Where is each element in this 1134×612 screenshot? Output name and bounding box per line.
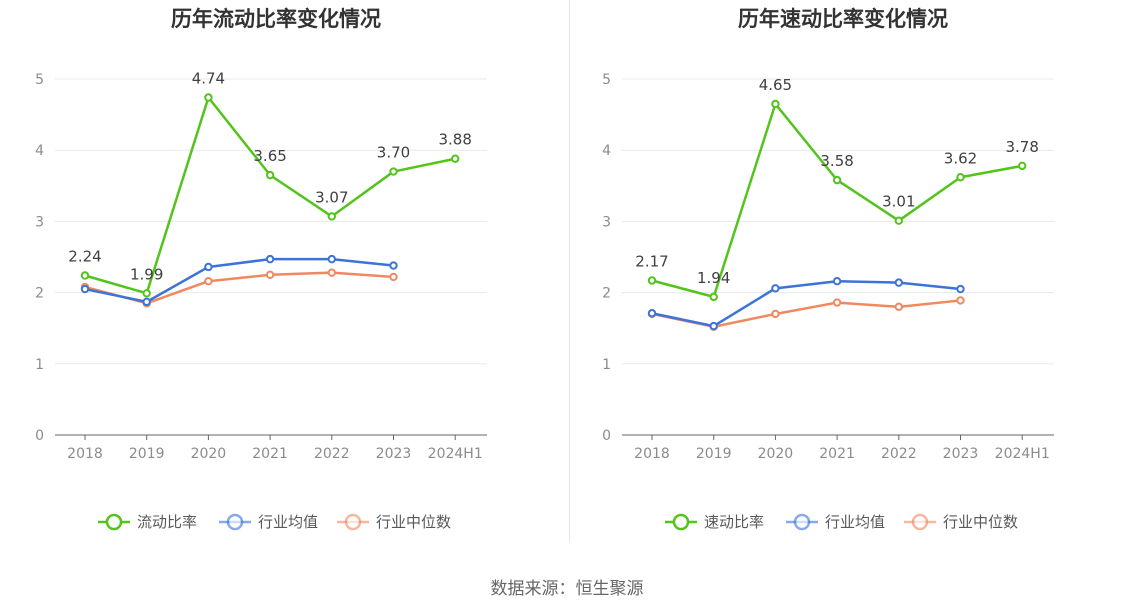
x-tick-label: 2020 bbox=[191, 446, 227, 462]
data-point bbox=[204, 277, 213, 286]
x-tick-label: 2019 bbox=[696, 446, 732, 462]
data-point bbox=[265, 170, 275, 180]
data-point bbox=[265, 270, 275, 279]
x-tick-label: 2023 bbox=[943, 446, 979, 462]
y-tick-label: 4 bbox=[35, 143, 44, 159]
y-tick-label: 0 bbox=[35, 428, 44, 444]
data-label: 3.07 bbox=[315, 188, 348, 206]
legend-marker bbox=[672, 513, 690, 531]
data-label: 1.94 bbox=[697, 269, 730, 287]
data-point bbox=[709, 321, 718, 331]
y-tick-label: 5 bbox=[602, 72, 611, 88]
legend-marker bbox=[105, 513, 123, 531]
data-point bbox=[832, 298, 842, 307]
series-line-1 bbox=[84, 257, 394, 304]
data-point bbox=[647, 309, 657, 318]
legend-marker bbox=[793, 513, 811, 531]
legend-label: 流动比率 bbox=[137, 513, 197, 531]
y-tick-label: 1 bbox=[35, 357, 44, 373]
data-point bbox=[956, 284, 965, 294]
data-point bbox=[832, 277, 842, 286]
data-point bbox=[389, 272, 398, 282]
data-point bbox=[80, 271, 90, 280]
x-tick-label: 2022 bbox=[881, 446, 917, 462]
quick-ratio-chart: 历年速动比率变化情况 0 1 2 3 4 5 2018 2019 2020 2021 2022 2023… bbox=[602, 7, 1054, 531]
x-tick-label: 2018 bbox=[67, 446, 103, 462]
x-tick-label: 2018 bbox=[634, 446, 670, 462]
data-label: 3.70 bbox=[377, 144, 410, 162]
data-point bbox=[327, 254, 336, 264]
x-tick-label: 2024H1 bbox=[428, 446, 483, 462]
data-point bbox=[956, 296, 965, 305]
data-label: 3.01 bbox=[882, 193, 915, 211]
x-tick-label: 2022 bbox=[314, 446, 350, 462]
data-label: 3.65 bbox=[253, 147, 286, 165]
data-point bbox=[771, 99, 780, 109]
data-point bbox=[142, 297, 151, 307]
legend-label: 行业中位数 bbox=[376, 513, 451, 531]
x-tick-label: 2019 bbox=[129, 446, 165, 462]
chart-title: 历年速动比率变化情况 bbox=[738, 7, 948, 31]
data-point bbox=[771, 284, 780, 293]
data-point bbox=[894, 216, 903, 225]
legend-marker bbox=[344, 513, 362, 531]
current-ratio-chart: 历年流动比率变化情况 0 1 2 3 4 5 2018 2019 2020 2021 2022 2023… bbox=[35, 7, 487, 531]
data-label: 2.17 bbox=[635, 252, 668, 270]
legend-label: 行业均值 bbox=[825, 513, 885, 531]
data-point bbox=[451, 154, 460, 163]
data-point bbox=[956, 173, 965, 182]
data-point bbox=[327, 212, 336, 221]
data-source-note: 数据来源：恒生聚源 bbox=[490, 579, 644, 599]
data-point bbox=[894, 302, 903, 312]
data-label: 3.88 bbox=[438, 131, 471, 149]
series-line-1 bbox=[651, 279, 961, 328]
data-label: 3.78 bbox=[1005, 138, 1038, 156]
data-label: 4.65 bbox=[759, 76, 792, 94]
y-tick-label: 5 bbox=[35, 72, 44, 88]
data-point bbox=[265, 254, 275, 264]
data-point bbox=[771, 309, 780, 319]
legend-marker bbox=[911, 513, 929, 531]
legend-marker bbox=[226, 513, 244, 531]
data-label: 4.74 bbox=[192, 70, 225, 88]
series-line-0 bbox=[84, 96, 456, 295]
y-tick-label: 3 bbox=[602, 214, 611, 230]
data-point bbox=[327, 268, 336, 277]
y-tick-label: 1 bbox=[602, 357, 611, 373]
y-tick-label: 4 bbox=[602, 143, 611, 159]
y-tick-label: 0 bbox=[602, 428, 611, 444]
data-point bbox=[80, 284, 90, 294]
data-label: 3.58 bbox=[820, 152, 853, 170]
chart-divider bbox=[569, 0, 570, 542]
data-point bbox=[894, 278, 903, 287]
x-tick-label: 2021 bbox=[819, 446, 855, 462]
x-tick-label: 2021 bbox=[252, 446, 288, 462]
legend-label: 行业中位数 bbox=[943, 513, 1018, 531]
data-point bbox=[709, 292, 718, 302]
chart-title: 历年流动比率变化情况 bbox=[171, 7, 381, 31]
data-point bbox=[389, 261, 398, 270]
data-point bbox=[204, 93, 213, 102]
data-label: 1.99 bbox=[130, 265, 163, 283]
legend-label: 行业均值 bbox=[258, 513, 318, 531]
y-tick-label: 2 bbox=[602, 286, 611, 302]
data-label: 2.24 bbox=[68, 248, 101, 266]
data-label: 3.62 bbox=[944, 149, 977, 167]
x-tick-label: 2023 bbox=[376, 446, 412, 462]
data-point bbox=[142, 289, 151, 298]
data-point bbox=[389, 167, 398, 176]
x-tick-label: 2024H1 bbox=[995, 446, 1050, 462]
data-point bbox=[1018, 161, 1027, 171]
legend-label: 速动比率 bbox=[704, 513, 764, 531]
y-tick-label: 3 bbox=[35, 214, 44, 230]
x-tick-label: 2020 bbox=[758, 446, 794, 462]
y-tick-label: 2 bbox=[35, 286, 44, 302]
data-point bbox=[832, 175, 842, 185]
data-point bbox=[647, 276, 657, 285]
data-point bbox=[204, 262, 213, 272]
